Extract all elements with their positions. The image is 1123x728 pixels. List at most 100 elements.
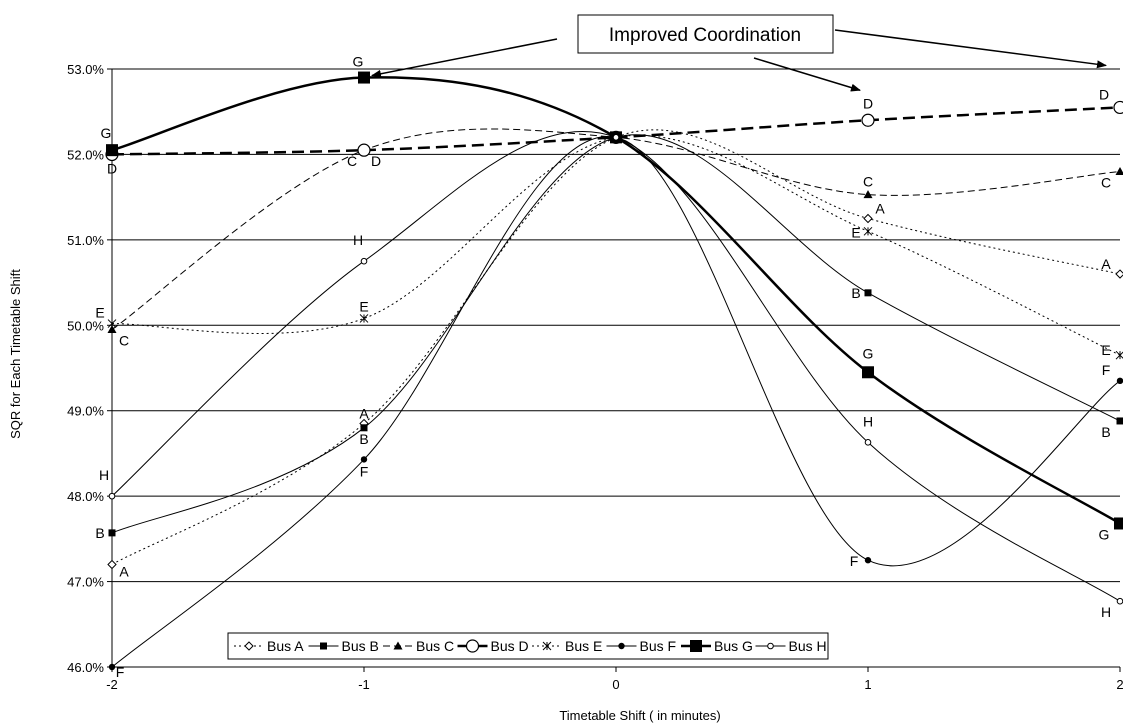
data-point-bus-d: [357, 143, 371, 157]
legend-item-bus-a: Bus A: [234, 638, 304, 654]
series-line-bus-c: [111, 128, 1121, 330]
legend-marker: [465, 639, 480, 653]
annotation-arrows: [371, 29, 1107, 92]
x-axis-title: Timetable Shift ( in minutes): [559, 708, 720, 723]
data-point-bus-h: [864, 439, 872, 446]
data-point-bus-c: [863, 190, 873, 199]
legend-label: Bus B: [342, 638, 379, 654]
y-tick-label: 52.0%: [67, 147, 104, 162]
series-line-bus-f: [111, 136, 1121, 668]
point-label-bus-d: D: [1099, 86, 1109, 102]
data-point-bus-g: [358, 71, 370, 84]
point-label-bus-d: D: [371, 153, 381, 169]
point-label-bus-a: A: [1101, 256, 1111, 272]
legend-item-bus-e: Bus E: [532, 638, 602, 654]
legend-item-bus-h: Bus H: [755, 638, 827, 654]
data-point-bus-c: [1115, 167, 1123, 176]
point-label-bus-b: B: [851, 285, 860, 301]
legend-item-bus-g: Bus G: [681, 638, 753, 654]
series-line-bus-h: [111, 131, 1121, 602]
data-point-bus-a: [107, 559, 117, 570]
point-label-bus-a: A: [875, 201, 885, 217]
point-label-bus-f: F: [850, 553, 859, 569]
legend-item-bus-f: Bus F: [606, 638, 676, 654]
point-label-bus-e: E: [95, 305, 104, 321]
point-label-bus-d: D: [107, 160, 117, 176]
series-line-bus-g: [111, 76, 1121, 525]
legend-label: Bus C: [416, 638, 454, 654]
point-label-bus-g: G: [863, 345, 874, 361]
data-point-bus-a: [1115, 269, 1123, 279]
data-point-bus-f: [108, 663, 116, 671]
data-point-bus-b: [360, 424, 368, 432]
point-label-bus-b: B: [95, 525, 104, 541]
point-label-bus-e: E: [851, 224, 860, 240]
data-point-bus-e: [359, 314, 369, 323]
annotation-arrow: [753, 57, 861, 92]
point-label-bus-h: H: [353, 232, 363, 248]
y-tick-label: 46.0%: [67, 660, 104, 675]
point-label-bus-h: H: [1101, 604, 1111, 620]
point-label-bus-c: C: [863, 174, 873, 190]
legend-item-bus-c: Bus C: [383, 638, 454, 654]
point-label-bus-c: C: [347, 153, 357, 169]
x-axis-ticks: -2 -1 0 1 2: [106, 667, 1123, 692]
data-point-bus-h: [612, 134, 620, 141]
annotation-arrow: [371, 38, 558, 78]
point-label-bus-a: A: [119, 563, 129, 579]
data-point-bus-a: [863, 213, 873, 224]
point-label-bus-a: A: [359, 406, 369, 422]
data-point-bus-h: [1116, 597, 1123, 605]
point-label-bus-f: F: [360, 463, 369, 479]
data-point-bus-b: [864, 289, 872, 297]
y-tick-label: 47.0%: [67, 575, 104, 590]
data-point-bus-c: [107, 325, 117, 334]
point-label-bus-b: B: [1101, 424, 1110, 440]
point-label-bus-e: E: [359, 298, 368, 314]
annotation-arrow: [834, 29, 1107, 69]
legend-label: Bus G: [714, 638, 753, 654]
x-tick-label: 1: [864, 677, 871, 692]
x-tick-label: -2: [106, 677, 118, 692]
point-label-bus-e: E: [1101, 342, 1110, 358]
series-markers: [105, 71, 1123, 671]
data-point-bus-h: [360, 257, 368, 265]
x-tick-label: 2: [1116, 677, 1123, 692]
y-tick-label: 50.0%: [67, 318, 104, 333]
legend-item-bus-b: Bus B: [308, 638, 379, 654]
point-label-bus-g: G: [353, 54, 364, 70]
grid-lines: [111, 68, 1120, 668]
legend-item-bus-d: Bus D: [457, 638, 529, 654]
point-label-bus-b: B: [359, 431, 368, 447]
point-label-bus-g: G: [101, 125, 112, 141]
series-lines: [111, 76, 1121, 668]
legend-marker: [767, 642, 774, 650]
data-point-bus-f: [360, 456, 368, 463]
series-line-bus-a: [111, 129, 1121, 565]
data-point-bus-f: [1116, 377, 1123, 385]
data-point-bus-e: [863, 226, 873, 236]
data-point-bus-e: [107, 319, 117, 328]
data-point-bus-h: [108, 492, 116, 500]
legend-marker: [244, 641, 254, 651]
point-label-bus-c: C: [119, 333, 129, 349]
x-tick-label: -1: [358, 677, 370, 692]
legend-label: Bus H: [789, 638, 827, 654]
legend-label: Bus A: [267, 638, 304, 654]
annotation-group: Improved Coordination: [371, 14, 1107, 92]
x-tick-label: 0: [612, 677, 619, 692]
annotation-text: Improved Coordination: [609, 25, 801, 46]
y-tick-label: 51.0%: [67, 233, 104, 248]
legend-marker: [618, 642, 625, 650]
point-label-bus-f: F: [1102, 362, 1111, 378]
point-label-bus-d: D: [863, 95, 873, 111]
y-axis-title: SQR for Each Timetable Shift: [8, 269, 23, 439]
data-point-bus-d: [861, 113, 875, 127]
data-point-bus-b: [108, 529, 116, 537]
legend-label: Bus E: [565, 638, 602, 654]
y-tick-label: 49.0%: [67, 404, 104, 419]
point-label-bus-h: H: [99, 467, 109, 483]
point-label-bus-h: H: [863, 413, 873, 429]
